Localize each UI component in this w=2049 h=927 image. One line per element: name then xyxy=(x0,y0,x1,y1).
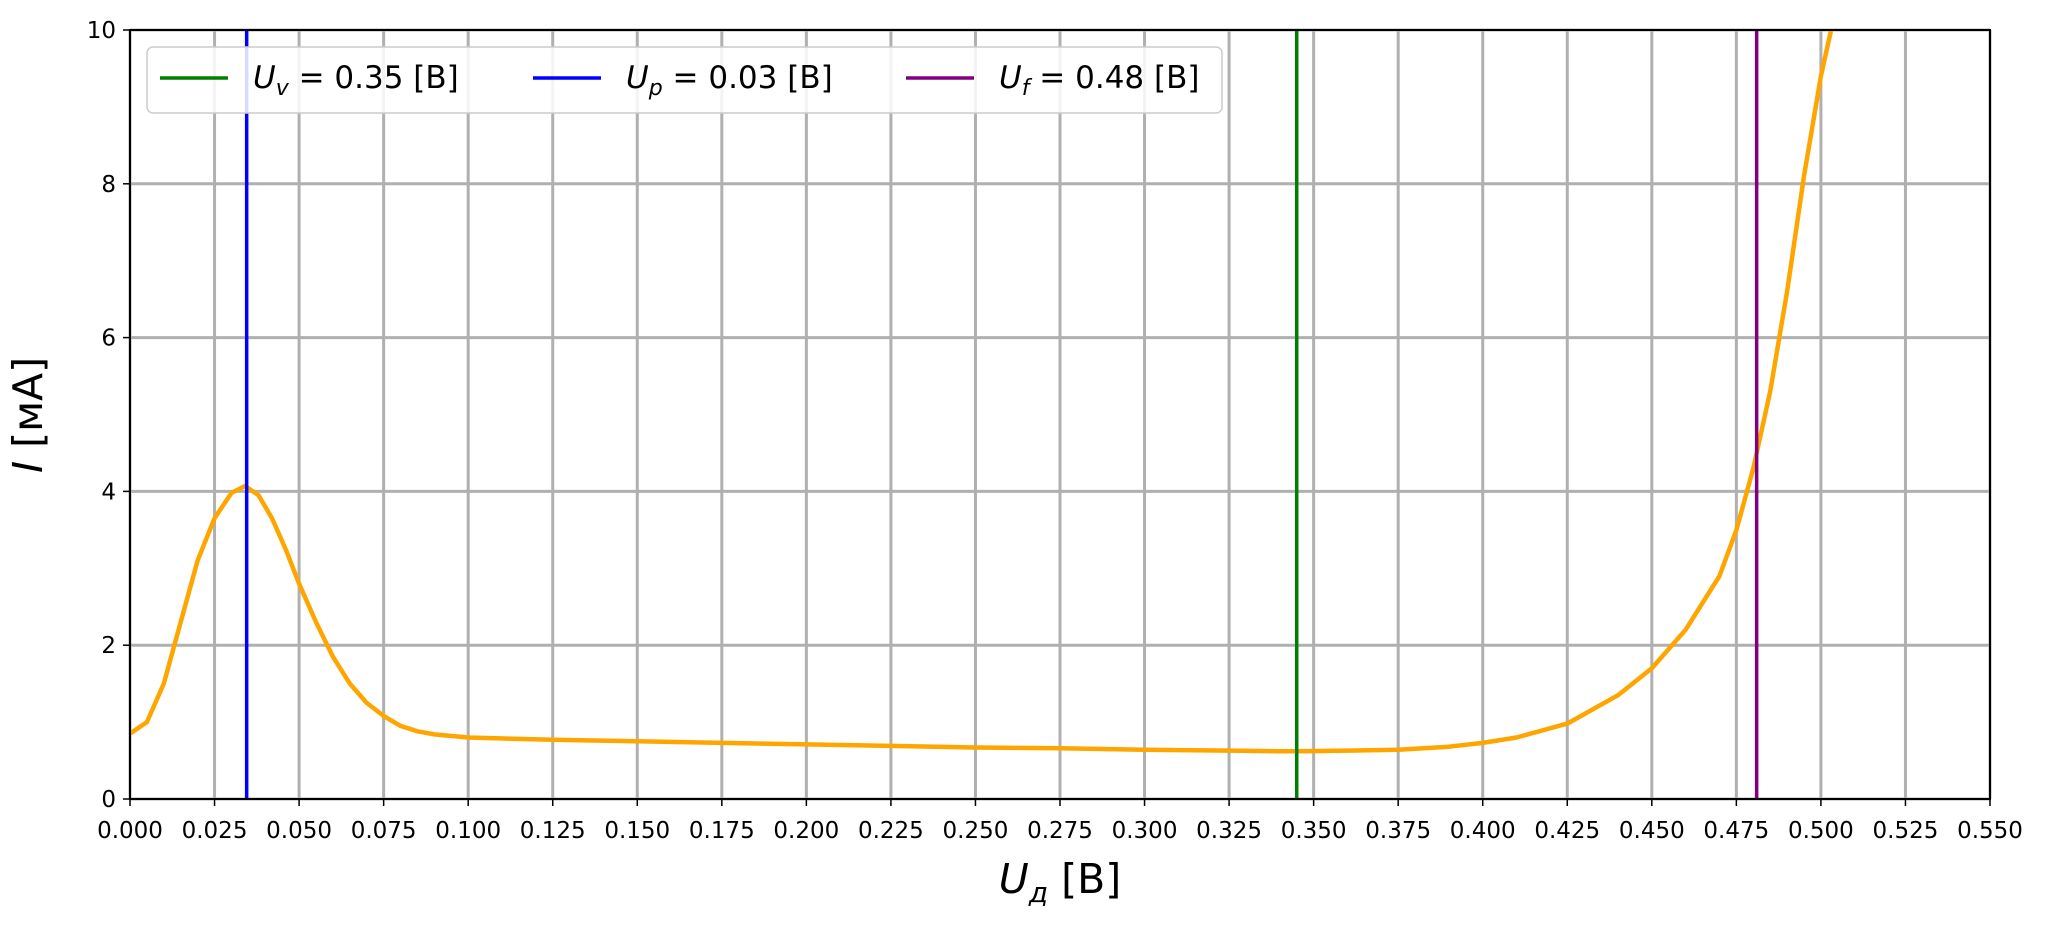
x-tick-label: 0.500 xyxy=(1788,818,1854,844)
legend-label-uv: Uv = 0.35 [B] xyxy=(253,60,459,101)
x-axis-label-sub: д xyxy=(1028,876,1048,909)
x-tick-label: 0.150 xyxy=(604,818,670,844)
vertical-lines xyxy=(244,30,1759,799)
x-tick-label: 0.450 xyxy=(1619,818,1685,844)
y-tick-label: 8 xyxy=(101,172,116,198)
x-tick-label: 0.425 xyxy=(1534,818,1600,844)
curve-layer xyxy=(128,29,1834,754)
y-tick-label: 6 xyxy=(101,326,116,352)
y-tick-label: 0 xyxy=(101,787,116,813)
x-tick-label: 0.000 xyxy=(97,818,163,844)
x-tick-label: 0.400 xyxy=(1450,818,1516,844)
x-axis-label: Uд [B] xyxy=(999,855,1122,909)
current-curve xyxy=(128,29,1834,754)
x-tick-label: 0.175 xyxy=(689,818,755,844)
x-tick-label: 0.225 xyxy=(858,818,924,844)
x-axis-label-unit: [B] xyxy=(1061,855,1121,903)
x-axis-label-main: U xyxy=(999,855,1029,903)
x-tick-label: 0.200 xyxy=(773,818,839,844)
ticks: 0.000 0.025 0.050 0.075 0.100 0.125 0.150 0.175… xyxy=(87,18,2023,844)
legend-label-uf: Uf = 0.48 [B] xyxy=(999,60,1199,101)
x-tick-label: 0.125 xyxy=(520,818,586,844)
y-axis-label-unit: [мА] xyxy=(4,357,52,448)
x-tick-label: 0.525 xyxy=(1873,818,1939,844)
x-tick-label: 0.075 xyxy=(351,818,417,844)
x-tick-label: 0.325 xyxy=(1196,818,1262,844)
y-tick-label: 2 xyxy=(101,633,116,659)
y-axis-label: I [мА] xyxy=(4,357,52,473)
x-tick-label: 0.350 xyxy=(1281,818,1347,844)
x-tick-label: 0.275 xyxy=(1027,818,1093,844)
legend-label-up: Up = 0.03 [B] xyxy=(626,60,833,101)
y-tick-label: 4 xyxy=(101,479,116,505)
x-tick-label: 0.100 xyxy=(435,818,501,844)
y-tick-label: 10 xyxy=(87,18,116,44)
x-tick-label: 0.025 xyxy=(182,818,248,844)
x-tick-label: 0.550 xyxy=(1957,818,2023,844)
legend: Uv = 0.35 [B] Up = 0.03 [B] Uf = 0.48 [B… xyxy=(146,46,1223,114)
x-tick-label: 0.475 xyxy=(1703,818,1769,844)
y-axis-label-main: I xyxy=(4,461,52,473)
x-tick-label: 0.375 xyxy=(1365,818,1431,844)
x-tick-label: 0.050 xyxy=(266,818,332,844)
x-tick-label: 0.250 xyxy=(943,818,1009,844)
x-tick-label: 0.300 xyxy=(1112,818,1178,844)
legend-box xyxy=(146,46,1223,114)
